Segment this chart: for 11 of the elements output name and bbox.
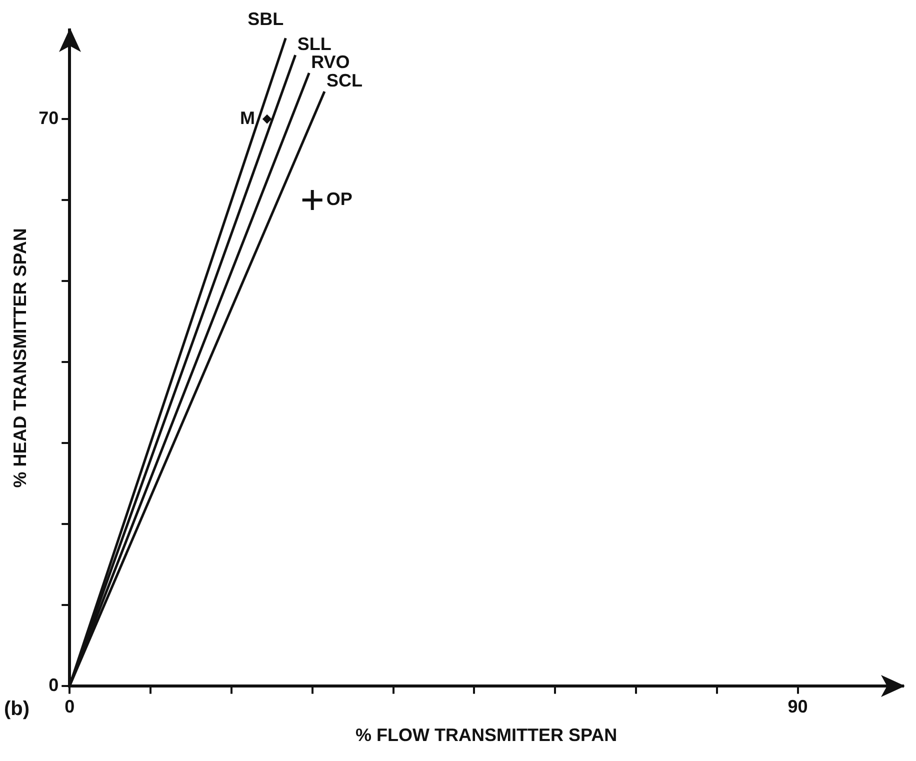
series-label: SBL (248, 9, 284, 30)
series-label: M (240, 108, 256, 128)
x-tick-label: 90 (788, 696, 808, 717)
y-axis-title: % HEAD TRANSMITTER SPAN (10, 228, 30, 488)
text: (b) (4, 698, 30, 721)
y-tick-label: 70 (38, 108, 59, 128)
series-label: SLL (297, 34, 332, 54)
series-label: OP (326, 188, 352, 209)
series-label: RVO (311, 52, 350, 72)
series-label: SCL (326, 70, 362, 90)
x-axis-title: % FLOW TRANSMITTER SPAN (355, 725, 618, 746)
